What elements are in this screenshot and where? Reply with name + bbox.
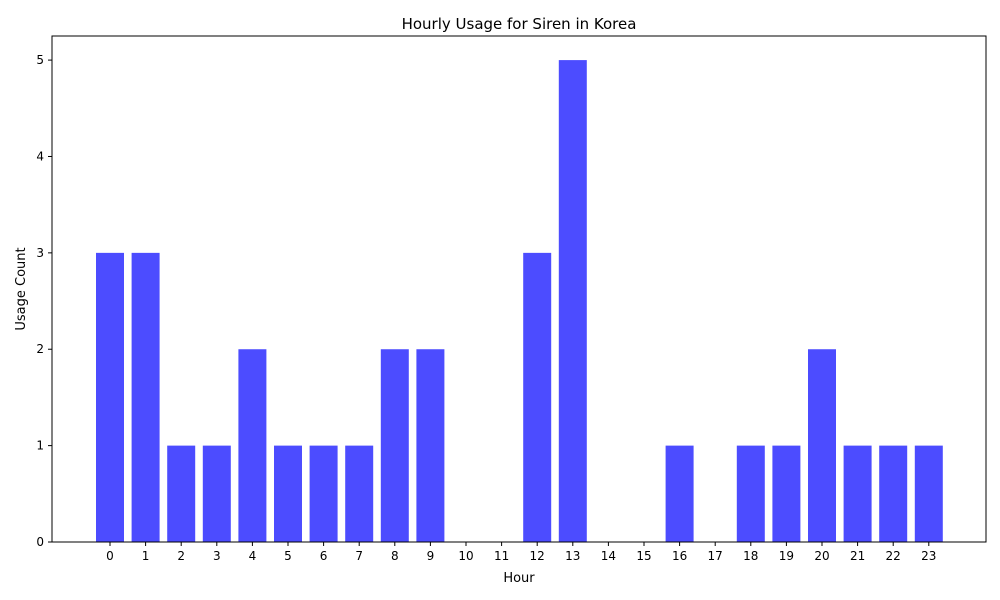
x-tick-label-17: 17: [708, 549, 723, 563]
x-axis-label: Hour: [503, 571, 535, 586]
x-tick-label-4: 4: [249, 549, 257, 563]
bar-hour-18: [736, 445, 765, 542]
x-tick-label-20: 20: [814, 549, 829, 563]
plot-frame: [51, 35, 987, 543]
bar-hour-4: [238, 349, 267, 542]
x-tick-label-5: 5: [284, 549, 292, 563]
x-tick-label-16: 16: [672, 549, 687, 563]
x-tick-label-19: 19: [779, 549, 794, 563]
x-tick-label-10: 10: [458, 549, 473, 563]
x-axis-ticks: 0 1 2 3 4 5 6 7 8 9 10 11 12 13 14 15 16 17 18 19 20 21 22 23: [106, 542, 936, 563]
bar-hour-19: [772, 445, 801, 542]
y-tick-label-4: 4: [36, 149, 44, 163]
bar-hour-20: [808, 349, 836, 542]
x-tick-label-13: 13: [565, 549, 580, 563]
bar-hour-12: [523, 252, 552, 542]
x-tick-label-2: 2: [177, 549, 185, 563]
y-tick-label-1: 1: [36, 439, 44, 453]
x-tick-label-0: 0: [106, 549, 114, 563]
bar-hour-23: [914, 445, 943, 542]
bar-hour-1: [131, 252, 160, 542]
chart-title: Hourly Usage for Siren in Korea: [402, 15, 637, 33]
bar-hour-0: [96, 252, 124, 542]
y-tick-label-3: 3: [36, 246, 44, 260]
x-tick-label-12: 12: [530, 549, 545, 563]
bar-hour-16: [665, 445, 694, 542]
y-axis-label: Usage Count: [14, 247, 29, 330]
x-tick-label-1: 1: [142, 549, 150, 563]
x-tick-label-23: 23: [921, 549, 936, 563]
bar-hour-2: [167, 445, 196, 542]
bar-hour-7: [345, 445, 374, 542]
x-tick-label-3: 3: [213, 549, 221, 563]
x-tick-label-11: 11: [494, 549, 509, 563]
y-tick-label-0: 0: [36, 535, 44, 549]
x-tick-label-6: 6: [320, 549, 328, 563]
x-tick-label-8: 8: [391, 549, 399, 563]
x-tick-label-21: 21: [850, 549, 865, 563]
x-tick-label-14: 14: [601, 549, 616, 563]
bar-hour-3: [202, 445, 231, 542]
x-tick-label-15: 15: [636, 549, 651, 563]
bar-hour-6: [309, 445, 338, 542]
bar-hour-5: [274, 445, 302, 542]
bar-hour-8: [380, 349, 409, 542]
bar-hour-13: [558, 60, 587, 542]
bar-hour-21: [843, 445, 872, 542]
x-tick-label-22: 22: [886, 549, 901, 563]
y-tick-label-5: 5: [36, 53, 44, 67]
bar-hour-22: [879, 445, 908, 542]
bars-group: [96, 60, 943, 542]
x-tick-label-9: 9: [427, 549, 435, 563]
y-tick-label-2: 2: [36, 342, 44, 356]
y-axis-ticks: 0 1 2 3 4 5: [36, 53, 52, 549]
x-tick-label-18: 18: [743, 549, 758, 563]
bar-hour-9: [416, 349, 445, 542]
x-tick-label-7: 7: [355, 549, 363, 563]
